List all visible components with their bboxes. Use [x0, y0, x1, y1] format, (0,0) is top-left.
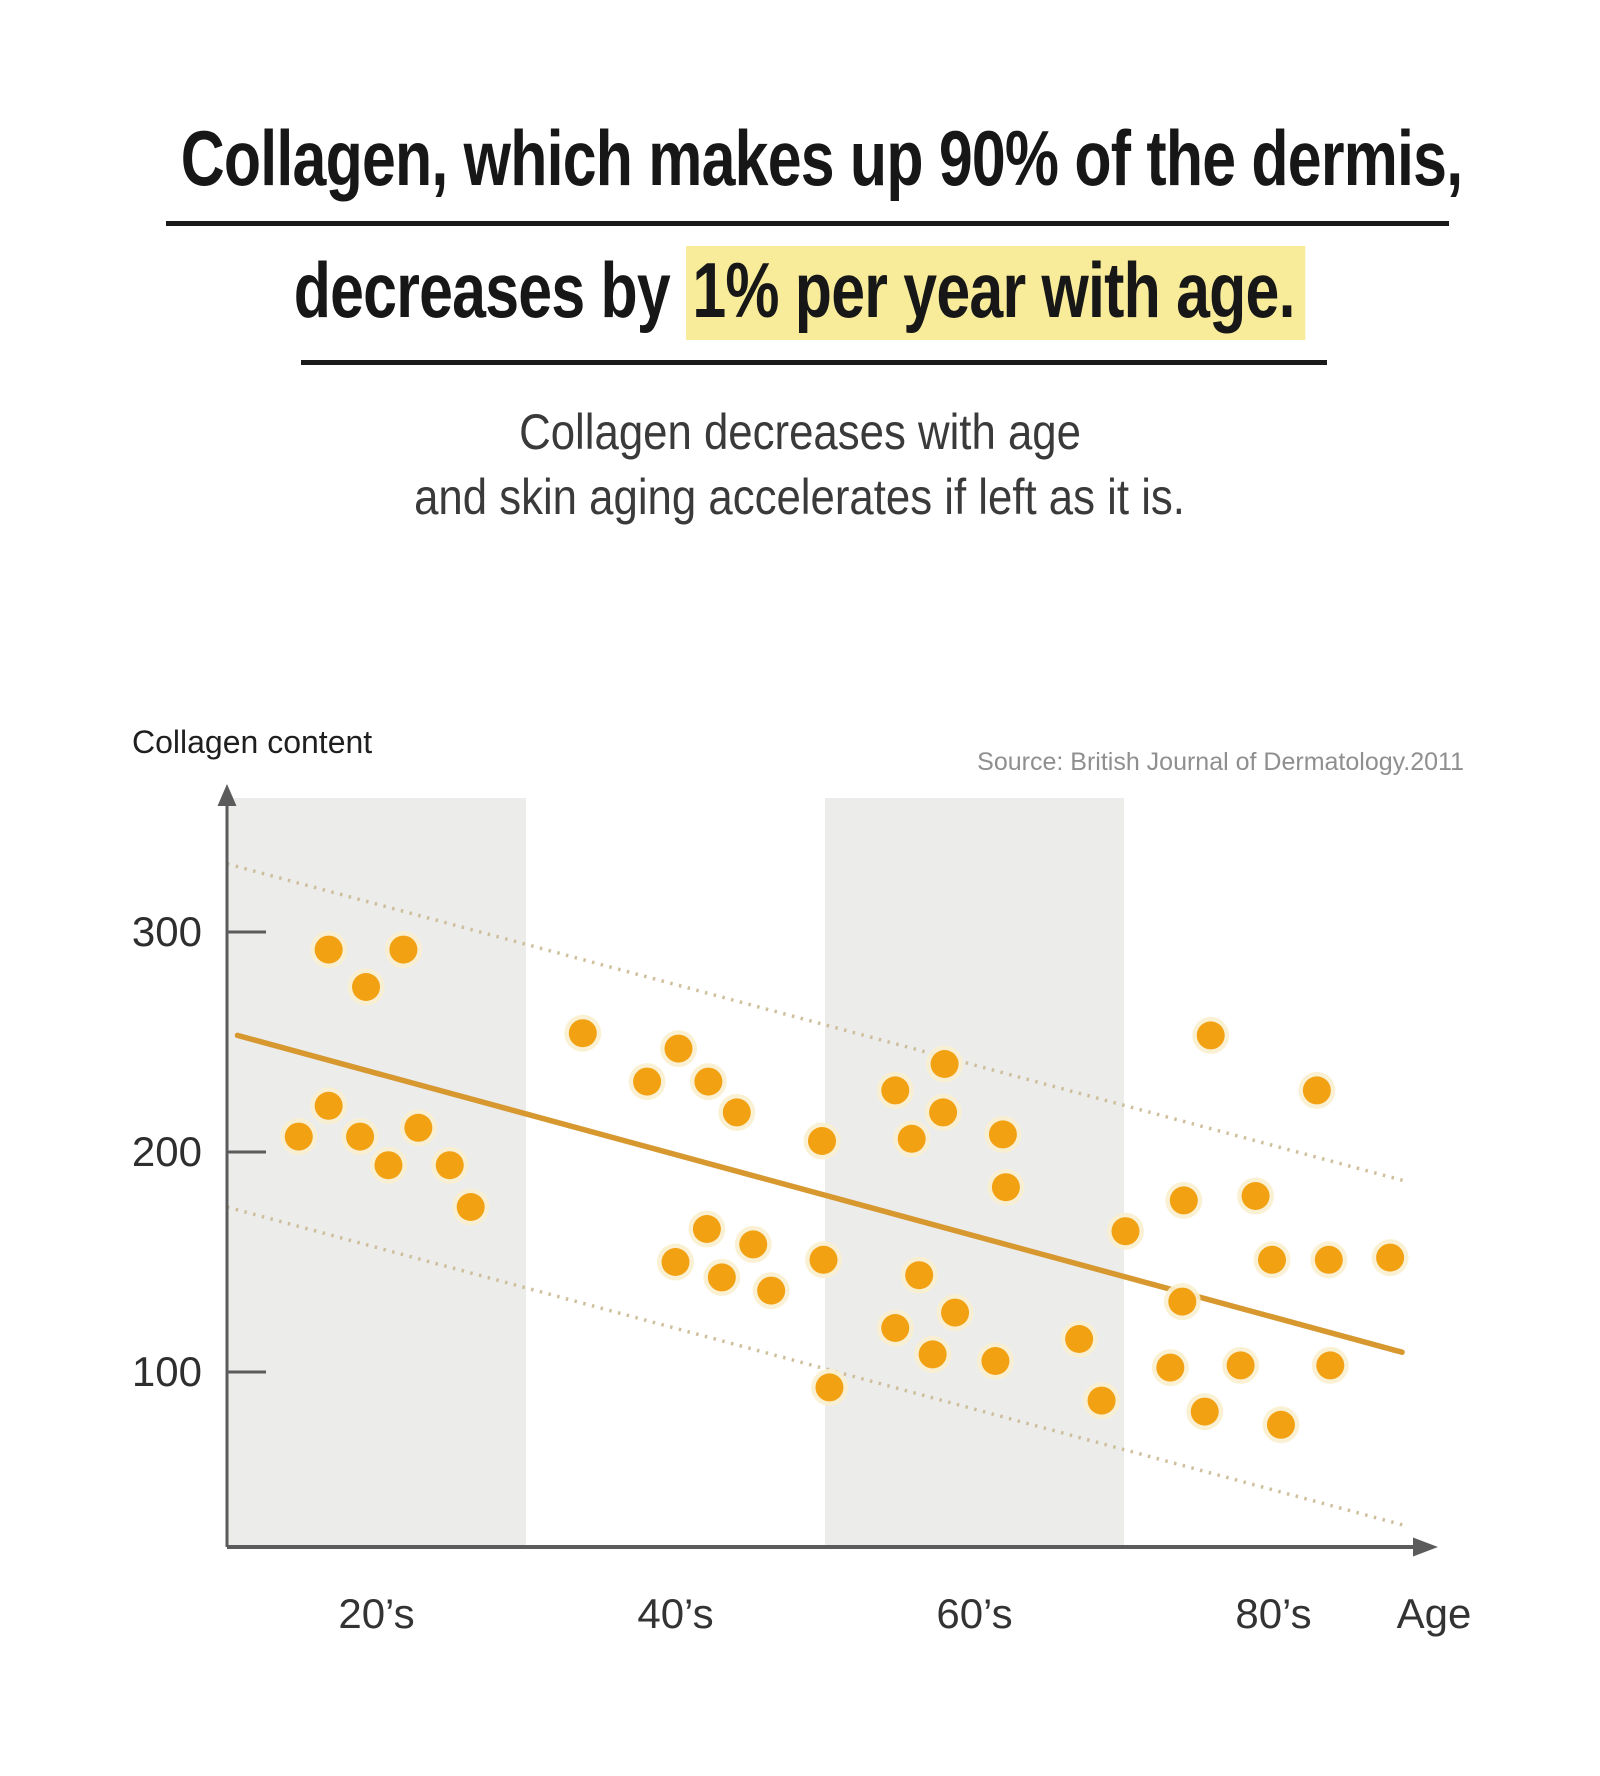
data-point	[1241, 1182, 1270, 1210]
data-point	[981, 1347, 1010, 1375]
data-point	[881, 1076, 910, 1105]
x-axis-title: Age	[1396, 1590, 1472, 1637]
data-point	[988, 1120, 1017, 1149]
decade-band-60s	[825, 798, 1124, 1545]
x-tick-label-60s: 60’s	[936, 1590, 1013, 1637]
data-point	[1226, 1351, 1255, 1380]
x-axis-arrow-icon	[1413, 1537, 1438, 1557]
data-point	[346, 1122, 375, 1151]
y-axis-title: Collagen content	[132, 724, 373, 760]
data-point	[707, 1263, 736, 1292]
subtitle-line-1: Collagen decreases with age	[519, 404, 1081, 460]
y-axis-arrow-icon	[217, 784, 237, 806]
trend-line	[234, 1032, 1405, 1355]
data-point	[881, 1314, 910, 1342]
title-line-1: Collagen, which makes up 90% of the derm…	[0, 114, 1600, 202]
data-point	[1302, 1076, 1331, 1105]
title-line-1-text: Collagen, which makes up 90% of the derm…	[180, 114, 1463, 202]
title-line-2-prefix: decreases by	[294, 246, 687, 334]
x-tick-label-20s: 20’s	[338, 1590, 415, 1637]
data-point	[374, 1151, 403, 1180]
data-point	[930, 1050, 959, 1078]
data-point	[905, 1261, 934, 1290]
data-point	[352, 973, 381, 1001]
data-point	[633, 1067, 662, 1096]
data-point	[1258, 1245, 1287, 1274]
data-point	[435, 1151, 464, 1180]
data-point	[1266, 1410, 1295, 1439]
data-point	[404, 1113, 433, 1142]
data-point	[809, 1245, 838, 1274]
y-tick-label-300: 300	[131, 908, 202, 955]
lower-confidence-line	[226, 1205, 1408, 1528]
data-point	[1156, 1353, 1185, 1382]
x-tick-label-80s: 80’s	[1235, 1590, 1312, 1637]
data-point	[808, 1127, 837, 1155]
data-point	[897, 1124, 926, 1153]
data-point	[1316, 1351, 1345, 1380]
data-point	[314, 1091, 343, 1120]
subtitle-line-2: and skin aging accelerates if left as it…	[414, 469, 1186, 525]
data-point	[1168, 1287, 1197, 1316]
x-tick-label-40s: 40’s	[637, 1590, 714, 1637]
data-point	[1087, 1386, 1116, 1415]
data-point	[1314, 1245, 1343, 1274]
data-point	[757, 1276, 786, 1305]
data-point	[284, 1122, 313, 1151]
source-text: Source: British Journal of Dermatology.2…	[977, 748, 1464, 776]
data-point	[1065, 1325, 1094, 1353]
data-point	[739, 1230, 768, 1259]
data-point	[722, 1098, 751, 1127]
title-line-2: decreases by 1% per year with age.	[0, 246, 1600, 340]
data-point	[941, 1298, 970, 1327]
data-point	[1196, 1021, 1225, 1050]
data-point	[991, 1173, 1020, 1202]
data-point	[661, 1248, 690, 1276]
data-point	[568, 1019, 597, 1048]
data-point	[314, 935, 343, 964]
data-point	[692, 1215, 721, 1243]
title-underline-2	[301, 360, 1327, 365]
data-point	[815, 1373, 844, 1402]
data-point	[389, 935, 418, 964]
data-point	[664, 1034, 693, 1063]
data-point	[1111, 1217, 1140, 1246]
data-point	[1376, 1243, 1405, 1272]
data-point	[1169, 1186, 1198, 1215]
data-point	[918, 1340, 947, 1369]
title-underline-1	[166, 221, 1449, 226]
y-tick-label-200: 200	[131, 1128, 202, 1175]
data-point	[456, 1193, 485, 1221]
data-point	[694, 1067, 723, 1096]
title-highlight: 1% per year with age.	[686, 246, 1306, 340]
y-tick-label-100: 100	[131, 1348, 202, 1395]
data-point	[929, 1098, 958, 1127]
data-point	[1190, 1397, 1219, 1426]
